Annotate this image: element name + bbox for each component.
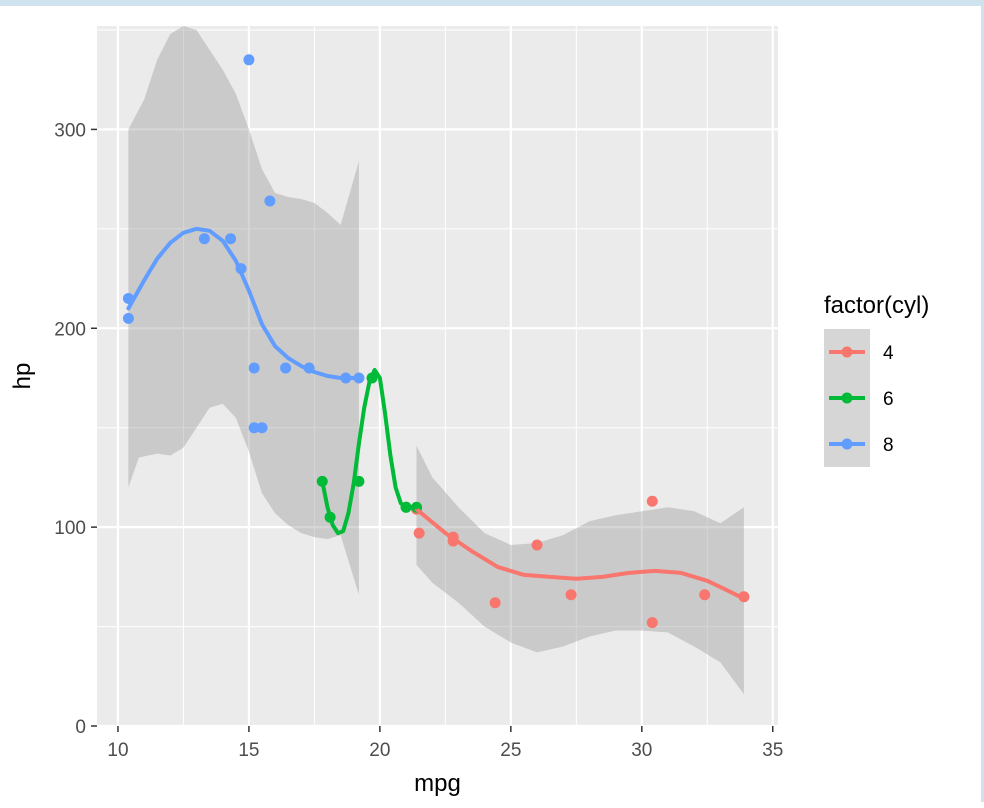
- x-tick-label: 30: [631, 740, 652, 761]
- smooth-line-cyl-8: [126, 226, 361, 380]
- point-cyl-4: [489, 597, 501, 609]
- x-tick-label: 10: [107, 740, 128, 761]
- point-cyl-8: [248, 422, 260, 434]
- legend-key-point: [841, 392, 853, 404]
- point-cyl-4: [413, 527, 425, 539]
- grid-major: [97, 26, 778, 728]
- x-axis-title: mpg: [414, 770, 461, 797]
- point-cyl-4: [531, 539, 543, 551]
- point-cyl-8: [122, 312, 134, 324]
- legend-key-point: [841, 346, 853, 358]
- axes: 10 15 20 25 30 35 0 100 200 300: [54, 120, 783, 761]
- ribbon-cyl-4: [416, 445, 744, 695]
- smooth-line-cyl-4: [414, 507, 746, 601]
- ribbon-cyl-8: [128, 26, 359, 595]
- grid-minor: [97, 26, 778, 726]
- smooth-lines: [126, 226, 746, 601]
- smooth-ribbons: [128, 26, 744, 695]
- point-cyl-8: [248, 362, 260, 374]
- legend-key-point: [841, 438, 853, 450]
- chart: 10 15 20 25 30 35 0 100 200 300 mpg hp factor(cyl…: [9, 26, 929, 797]
- plot-panel: [97, 26, 778, 726]
- smooth-line-cyl-6: [320, 368, 419, 536]
- point-cyl-4: [565, 589, 577, 601]
- point-cyl-8: [198, 233, 210, 245]
- legend: factor(cyl) 4 6 8: [824, 292, 929, 467]
- legend-title: factor(cyl): [824, 292, 929, 319]
- legend-label: 8: [883, 435, 894, 456]
- x-tick-label: 20: [369, 740, 390, 761]
- x-tick-label: 25: [500, 740, 521, 761]
- y-tick-label: 200: [54, 319, 86, 340]
- y-tick-label: 100: [54, 518, 86, 539]
- point-cyl-8: [264, 195, 276, 207]
- point-cyl-4: [646, 617, 658, 629]
- point-cyl-8: [225, 233, 237, 245]
- x-tick-label: 15: [238, 740, 259, 761]
- x-tick-label: 35: [762, 740, 783, 761]
- legend-keys: 4 6 8: [824, 329, 894, 467]
- point-cyl-4: [699, 589, 711, 601]
- point-cyl-4: [646, 495, 658, 507]
- point-cyl-8: [243, 54, 255, 66]
- legend-label: 4: [883, 343, 894, 364]
- y-axis-title: hp: [9, 363, 36, 390]
- point-cyl-8: [256, 422, 268, 434]
- y-tick-label: 0: [75, 717, 86, 738]
- legend-label: 6: [883, 389, 894, 410]
- y-tick-label: 300: [54, 120, 86, 141]
- point-cyl-8: [280, 362, 292, 374]
